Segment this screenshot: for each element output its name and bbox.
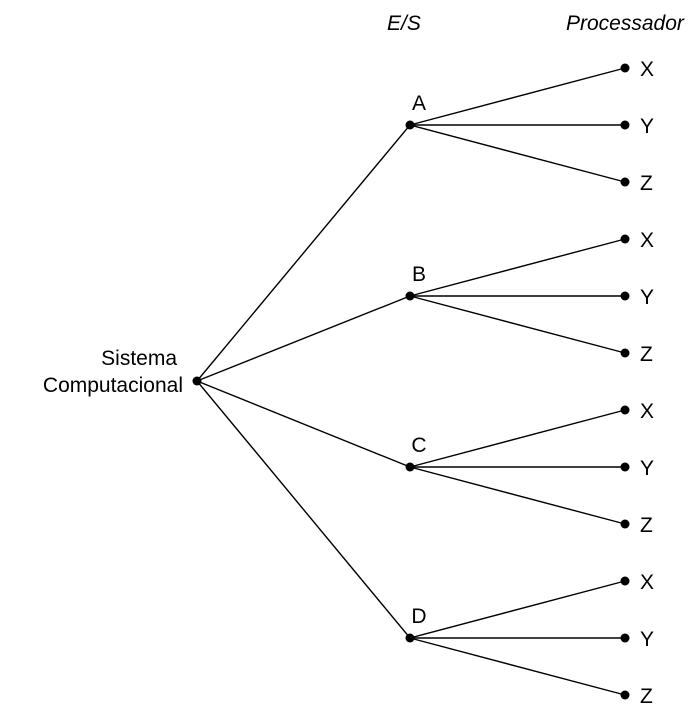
node-a xyxy=(405,120,415,130)
root-node xyxy=(192,376,202,386)
leaf-d-x xyxy=(620,576,630,586)
leaf-d-x-label: X xyxy=(640,571,654,594)
leaf-c-z-label: Z xyxy=(640,514,653,537)
edge-c-z xyxy=(409,466,626,525)
leaf-c-y-label: Y xyxy=(640,457,654,480)
node-b xyxy=(405,291,415,301)
nodes-group: A X Y Z B X Y Z C X Y Z D X Y Z xyxy=(192,58,654,704)
leaf-d-z xyxy=(620,690,630,700)
edge-root-b xyxy=(196,295,411,382)
node-d-label: D xyxy=(411,605,426,628)
edge-a-z xyxy=(409,124,626,183)
edge-root-c xyxy=(196,380,411,468)
leaf-c-z xyxy=(620,519,630,529)
leaf-c-x xyxy=(620,405,630,415)
leaf-b-x-label: X xyxy=(640,229,654,252)
edge-b-x xyxy=(409,238,626,297)
edge-root-d xyxy=(196,380,411,639)
leaf-b-z-label: Z xyxy=(640,343,653,366)
leaf-a-y-label: Y xyxy=(640,115,654,138)
leaf-a-x xyxy=(620,63,630,73)
edges-group xyxy=(196,67,626,696)
leaf-c-x-label: X xyxy=(640,400,654,423)
leaf-d-z-label: Z xyxy=(640,685,653,704)
edge-a-x xyxy=(409,67,626,126)
edge-b-z xyxy=(409,295,626,354)
edge-c-x xyxy=(409,409,626,468)
root-label-line1: Sistema xyxy=(101,347,177,370)
leaf-d-y-label: Y xyxy=(640,628,654,651)
leaf-a-x-label: X xyxy=(640,58,654,81)
node-c xyxy=(405,462,415,472)
leaf-c-y xyxy=(620,462,630,472)
node-c-label: C xyxy=(411,434,426,457)
node-d xyxy=(405,633,415,643)
edge-d-z xyxy=(409,637,626,696)
node-b-label: B xyxy=(412,263,426,286)
edge-d-x xyxy=(409,580,626,639)
leaf-d-y xyxy=(620,633,630,643)
leaf-a-z-label: Z xyxy=(640,172,653,195)
edge-root-a xyxy=(196,124,411,382)
node-a-label: A xyxy=(412,92,426,115)
leaf-a-z xyxy=(620,177,630,187)
header-es: E/S xyxy=(387,12,421,35)
leaf-a-y xyxy=(620,120,630,130)
root-label-line2: Computacional xyxy=(43,374,183,397)
leaf-b-y xyxy=(620,291,630,301)
leaf-b-x xyxy=(620,234,630,244)
leaf-b-z xyxy=(620,348,630,358)
leaf-b-y-label: Y xyxy=(640,286,654,309)
header-processador: Processador xyxy=(566,12,685,35)
